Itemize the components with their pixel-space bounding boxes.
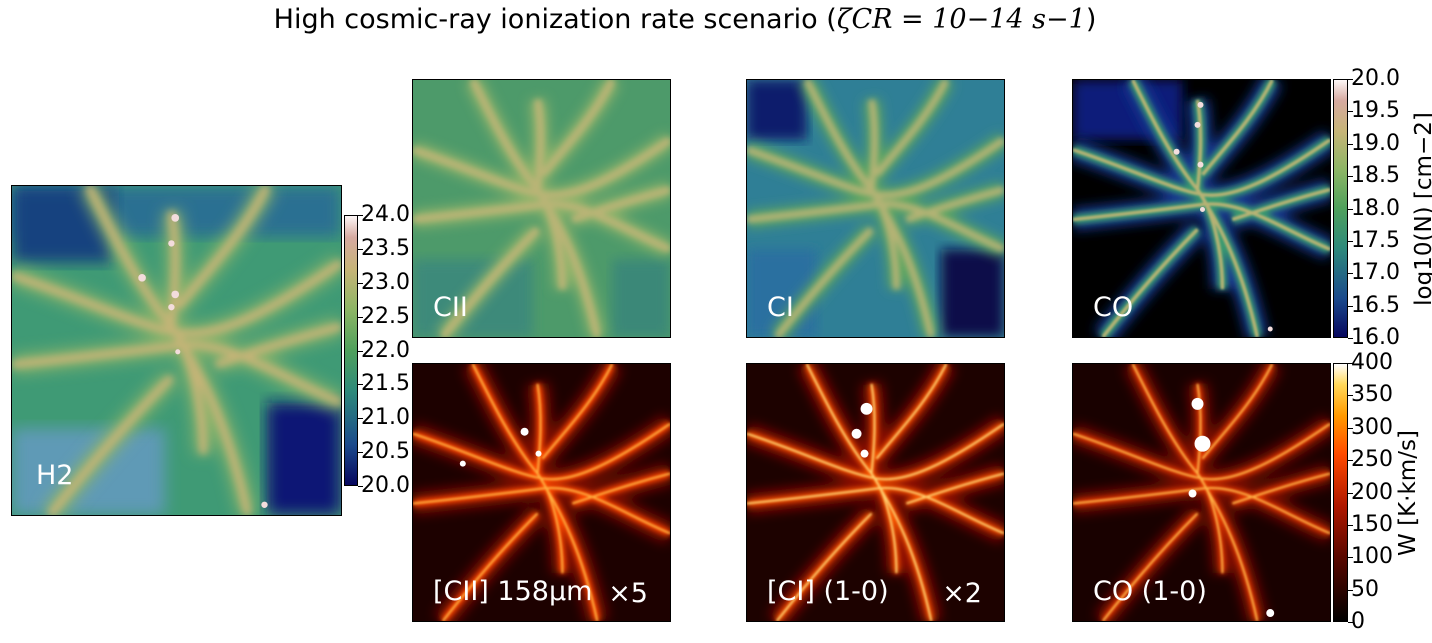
colorbar-h2 bbox=[344, 215, 358, 486]
colorbar-h2-tick-label: 21.0 bbox=[361, 405, 410, 430]
colorbar-column-tickmark bbox=[1348, 209, 1353, 210]
colorbar-intensity-tick-label: 300 bbox=[1351, 415, 1393, 440]
co-cores bbox=[1173, 101, 1273, 332]
heatmap-co bbox=[1073, 80, 1330, 337]
colorbar-column-tick-label: 18.0 bbox=[1351, 196, 1400, 221]
colorbar-column-tick-label: 20.0 bbox=[1351, 66, 1400, 91]
colorbar-h2-tickmark bbox=[358, 452, 363, 453]
colorbar-column-tickmark bbox=[1348, 273, 1353, 274]
co-line-bright bbox=[1188, 397, 1275, 618]
multiplier-ci-line: ×2 bbox=[942, 578, 982, 609]
colorbar-intensity-label: W [K·km/s] bbox=[1395, 430, 1421, 556]
colorbar-intensity-tick-label: 350 bbox=[1351, 382, 1393, 407]
title-close: ) bbox=[1085, 4, 1097, 35]
colorbar-h2-tick-label: 23.0 bbox=[361, 270, 410, 295]
colorbar-intensity-tick-label: 0 bbox=[1351, 609, 1365, 634]
colorbar-column-tickmark bbox=[1348, 79, 1353, 80]
heatmap-cii bbox=[413, 80, 670, 337]
colorbar-intensity-tickmark bbox=[1348, 460, 1353, 461]
colorbar-column-tickmark bbox=[1348, 111, 1353, 112]
colorbar-intensity-tick-label: 50 bbox=[1351, 577, 1379, 602]
panel-label-cii: CII bbox=[433, 292, 468, 323]
panel-cii: CII bbox=[412, 79, 671, 338]
colorbar-column-tickmark bbox=[1348, 306, 1353, 307]
colorbar-intensity-tickmark bbox=[1348, 395, 1353, 396]
multiplier-cii-line: ×5 bbox=[608, 578, 648, 609]
colorbar-h2-tickmark bbox=[358, 418, 363, 419]
panel-label-h2: H2 bbox=[36, 460, 74, 491]
colorbar-intensity-tickmark bbox=[1348, 557, 1353, 558]
panel-ci: CI bbox=[746, 79, 1005, 338]
colorbar-column-tick-label: 19.0 bbox=[1351, 131, 1400, 156]
colorbar-h2-tick-label: 22.0 bbox=[361, 338, 410, 363]
colorbar-column bbox=[1333, 79, 1348, 338]
colorbar-intensity-tickmark bbox=[1348, 363, 1353, 364]
panel-label-ci-line: [CI] (1-0) bbox=[767, 576, 889, 607]
colorbar-h2-tickmark bbox=[358, 283, 363, 284]
colorbar-column-tick-label: 16.5 bbox=[1351, 293, 1400, 318]
colorbar-intensity-tickmark bbox=[1348, 525, 1353, 526]
colorbar-h2-tickmark bbox=[358, 486, 363, 487]
colorbar-intensity bbox=[1333, 363, 1348, 622]
colorbar-column-tick-label: 17.0 bbox=[1351, 260, 1400, 285]
colorbar-h2-tickmark bbox=[358, 351, 363, 352]
cii-line-bright bbox=[459, 427, 542, 467]
panel-label-ci: CI bbox=[767, 292, 794, 323]
heatmap-h2 bbox=[12, 186, 341, 515]
colorbar-column-tickmark bbox=[1348, 176, 1353, 177]
colorbar-h2-tick-label: 21.5 bbox=[361, 371, 410, 396]
panel-ci-line: [CI] (1-0) ×2 bbox=[746, 363, 1005, 622]
heatmap-co-line bbox=[1073, 364, 1330, 621]
colorbar-h2-tick-label: 24.0 bbox=[361, 202, 410, 227]
heatmap-cii-line bbox=[413, 364, 670, 621]
colorbar-intensity-tick-label: 400 bbox=[1351, 350, 1393, 375]
ci-line-bright bbox=[851, 402, 873, 458]
h2-cores bbox=[138, 214, 268, 508]
panel-label-cii-line: [CII] 158μm bbox=[433, 576, 593, 607]
panel-label-co: CO bbox=[1093, 292, 1134, 323]
colorbar-intensity-tickmark bbox=[1348, 590, 1353, 591]
panel-h2: H2 bbox=[11, 185, 342, 516]
colorbar-intensity-tickmark bbox=[1348, 622, 1353, 623]
panel-cii-line: [CII] 158μm ×5 bbox=[412, 363, 671, 622]
colorbar-intensity-tick-label: 150 bbox=[1351, 512, 1393, 537]
colorbar-h2-tick-label: 20.5 bbox=[361, 439, 410, 464]
colorbar-h2-tick-label: 23.5 bbox=[361, 236, 410, 261]
colorbar-intensity-tick-label: 100 bbox=[1351, 544, 1393, 569]
title-text: High cosmic-ray ionization rate scenario… bbox=[273, 4, 837, 35]
heatmap-ci-line bbox=[747, 364, 1004, 621]
colorbar-h2-tickmark bbox=[358, 215, 363, 216]
colorbar-column-tickmark bbox=[1348, 241, 1353, 242]
colorbar-column-tick-label: 19.5 bbox=[1351, 98, 1400, 123]
colorbar-intensity-tick-label: 200 bbox=[1351, 480, 1393, 505]
heatmap-ci bbox=[747, 80, 1004, 337]
colorbar-h2-tick-label: 20.0 bbox=[361, 473, 410, 498]
colorbar-h2-tick-label: 22.5 bbox=[361, 304, 410, 329]
colorbar-column-tick-label: 17.5 bbox=[1351, 228, 1400, 253]
colorbar-column-tickmark bbox=[1348, 338, 1353, 339]
panel-label-co-line: CO (1-0) bbox=[1093, 576, 1207, 607]
title-math: ζCR = 10−14 s−1 bbox=[836, 4, 1086, 35]
figure-title: High cosmic-ray ionization rate scenario… bbox=[0, 4, 1370, 35]
colorbar-h2-tickmark bbox=[358, 384, 363, 385]
colorbar-intensity-tickmark bbox=[1348, 428, 1353, 429]
panel-co: CO bbox=[1072, 79, 1331, 338]
colorbar-intensity-tick-label: 250 bbox=[1351, 447, 1393, 472]
colorbar-h2-tickmark bbox=[358, 249, 363, 250]
colorbar-column-label: log10(N) [cm−2] bbox=[1411, 112, 1432, 306]
colorbar-intensity-tickmark bbox=[1348, 493, 1353, 494]
colorbar-column-tick-label: 16.0 bbox=[1351, 325, 1400, 350]
panel-co-line: CO (1-0) bbox=[1072, 363, 1331, 622]
colorbar-column-tickmark bbox=[1348, 144, 1353, 145]
colorbar-column-tick-label: 18.5 bbox=[1351, 163, 1400, 188]
colorbar-h2-tickmark bbox=[358, 317, 363, 318]
